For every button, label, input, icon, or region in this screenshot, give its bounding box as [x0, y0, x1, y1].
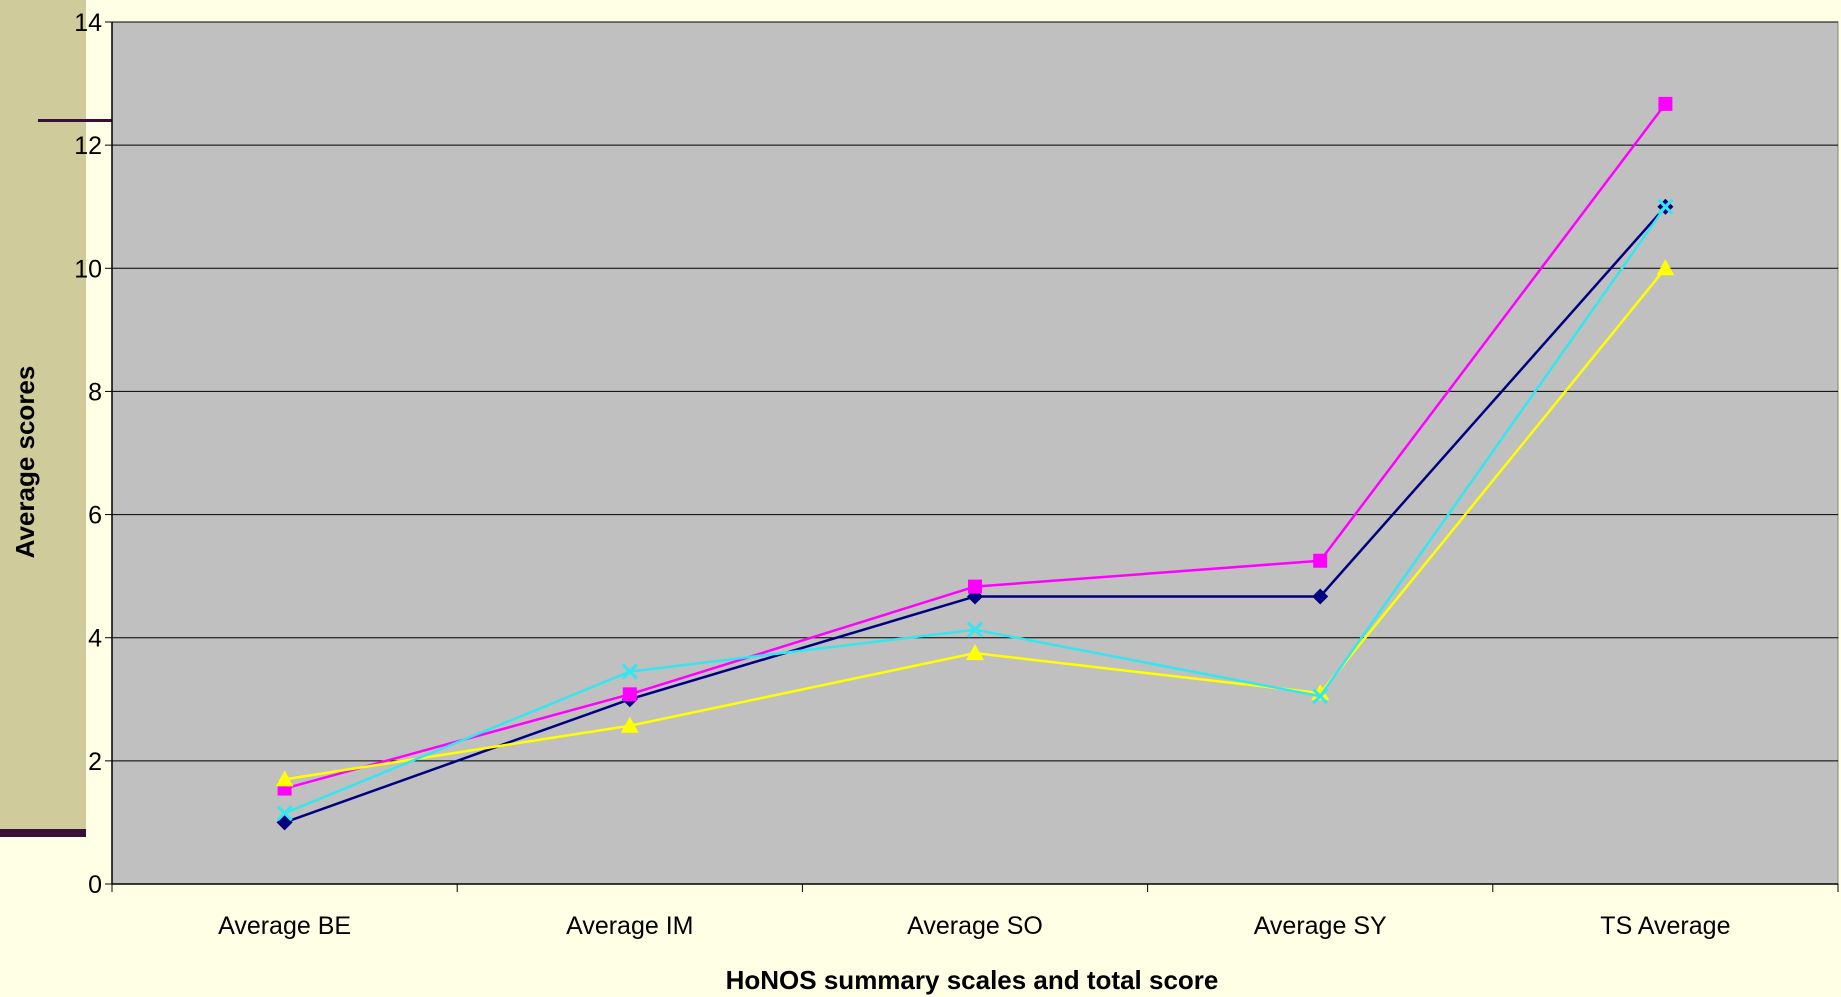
x-tick-label-4: TS Average	[1600, 912, 1730, 940]
slide-left-panel	[0, 0, 86, 836]
y-tick-label-10: 10	[74, 255, 102, 283]
x-tick-label-2: Average SO	[907, 912, 1043, 940]
x-tick-label-0: Average BE	[218, 912, 351, 940]
y-tick-label-2: 2	[88, 748, 102, 776]
series-1-point-2	[968, 579, 982, 594]
series-3-point-2	[966, 621, 984, 638]
series-2-point-2	[966, 644, 984, 661]
y-tick-label-0: 0	[88, 871, 102, 899]
y-axis-title: Average scores	[10, 366, 40, 559]
series-2-point-0	[275, 770, 294, 787]
plot-area	[111, 21, 1839, 885]
series-1-point-3	[1313, 553, 1328, 568]
y-tick-label-14: 14	[74, 9, 102, 37]
series-3-point-0	[276, 805, 293, 822]
y-tick-label-12: 12	[74, 132, 102, 160]
series-2-point-1	[620, 716, 639, 733]
x-axis-title: HoNOS summary scales and total score	[726, 965, 1219, 995]
series-0-point-3	[1312, 588, 1329, 605]
series-3-point-3	[1312, 688, 1329, 705]
slide-accent-bar-top	[38, 119, 112, 122]
y-tick-label-6: 6	[88, 502, 102, 530]
series-1-point-1	[622, 687, 637, 702]
slide-accent-bar-bottom	[0, 829, 86, 837]
y-tick-label-4: 4	[88, 625, 102, 653]
series-3-point-1	[621, 663, 638, 680]
y-tick-label-8: 8	[88, 378, 102, 406]
series-1-point-4	[1658, 96, 1673, 111]
series-2-point-4	[1656, 259, 1675, 276]
series-3-point-4	[1657, 198, 1674, 215]
x-tick-label-1: Average IM	[566, 912, 693, 940]
x-tick-label-3: Average SY	[1254, 912, 1387, 940]
